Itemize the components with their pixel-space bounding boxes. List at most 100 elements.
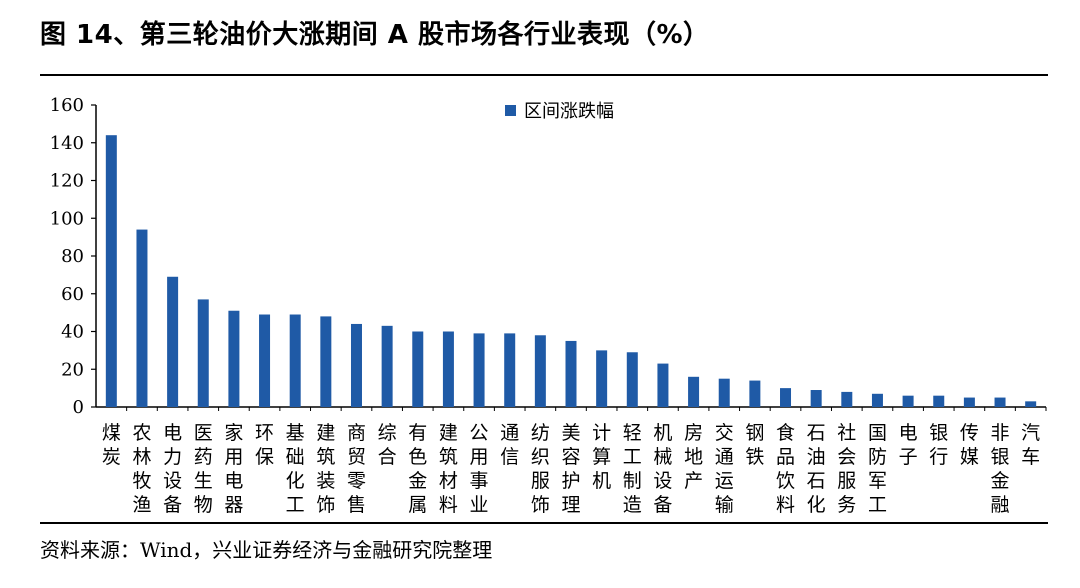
bar [381,325,393,407]
bars [105,135,1037,407]
bar [688,376,700,407]
category-label-char: 备 [163,494,182,516]
category-label-char: 综 [378,422,397,444]
category-label-char: 金 [991,470,1010,492]
category-label-char: 材 [439,470,458,492]
bar [320,316,332,407]
category-label-char: 筑 [316,446,335,468]
category-label-char: 电 [163,422,182,444]
bar [442,331,454,407]
category-label-char: 军 [868,470,887,492]
category-label-char: 生 [194,470,213,492]
category-label-char: 输 [715,494,734,516]
bar [810,390,822,407]
category-label-char: 色 [408,446,427,468]
category-label-char: 机 [592,470,611,492]
category-label-char: 防 [868,446,887,468]
bar [534,335,546,407]
bar [412,331,424,407]
legend: 区间涨跌幅 [505,101,614,122]
category-label-char: 工 [868,494,887,516]
bar [197,299,209,407]
category-label-char: 装 [316,470,335,492]
legend-label: 区间涨跌幅 [524,101,614,122]
category-label-char: 信 [500,446,519,468]
bar [228,310,240,407]
y-tick-label: 120 [50,171,84,192]
category-label-char: 零 [347,470,366,492]
category-label-char: 设 [653,470,672,492]
bar [780,388,792,407]
category-label-char: 电 [224,470,243,492]
category-label-char: 售 [347,494,366,516]
bar [933,395,945,407]
category-label-char: 饰 [316,494,335,516]
category-label-char: 料 [439,494,458,516]
category-label-char: 服 [837,470,856,492]
category-label-char: 石 [807,422,826,444]
category-label-char: 务 [837,494,856,516]
category-label-char: 用 [470,446,489,468]
category-label-char: 药 [194,446,213,468]
bar [167,276,179,407]
y-tick-label: 20 [61,359,84,380]
category-label-char: 筑 [439,446,458,468]
category-label-char: 业 [470,494,489,516]
category-label-char: 属 [408,494,427,516]
bar [289,314,301,407]
category-label-char: 机 [653,422,672,444]
category-label-char: 子 [899,446,918,468]
category-label-char: 轻 [623,422,642,444]
category-label-char: 银 [929,422,948,444]
category-label-char: 煤 [102,422,121,444]
category-label-char: 地 [684,446,703,468]
bar [902,395,914,407]
bar [1025,401,1037,407]
bar [841,391,853,407]
category-label-char: 计 [592,422,611,444]
bar [657,363,669,407]
bar [350,323,362,407]
category-label-char: 油 [807,446,826,468]
category-label-char: 交 [715,422,734,444]
axes: 0 20 40 60 80 100 120 140 160 [50,95,1047,418]
category-label-char: 设 [163,470,182,492]
bar [994,397,1006,407]
category-label-char: 金 [408,470,427,492]
category-label-char: 铁 [745,446,764,468]
category-label-char: 织 [531,446,550,468]
bar [749,380,761,407]
category-label-char: 建 [439,422,458,444]
y-tick-label: 0 [73,397,84,418]
category-label-char: 基 [286,422,305,444]
category-label-char: 造 [623,494,642,516]
category-label-char: 农 [132,422,151,444]
y-tick-label: 160 [50,95,84,116]
bar [473,333,485,407]
category-label-char: 容 [561,446,580,468]
category-label-char: 食 [776,422,795,444]
category-label-char: 械 [653,446,672,468]
category-label-char: 钢 [745,422,764,444]
category-label-char: 服 [531,470,550,492]
bar [626,352,638,407]
category-label-char: 医 [194,422,213,444]
bar [105,135,117,407]
category-label-char: 商 [347,422,366,444]
category-label-char: 础 [286,446,305,468]
category-label-char: 家 [224,422,243,444]
category-label-char: 保 [255,446,274,468]
category-label-char: 石 [807,470,826,492]
category-label-char: 会 [837,446,856,468]
category-label-char: 物 [194,494,213,516]
category-label-char: 媒 [960,446,979,468]
bar [504,333,516,407]
source-note: 资料来源：Wind，兴业证券经济与金融研究院整理 [40,538,493,562]
y-tick-label: 100 [50,208,84,229]
category-label-char: 制 [623,470,642,492]
category-label-char: 有 [408,422,427,444]
category-label-char: 护 [561,470,580,492]
bar [718,378,730,407]
category-label-char: 事 [470,470,489,492]
